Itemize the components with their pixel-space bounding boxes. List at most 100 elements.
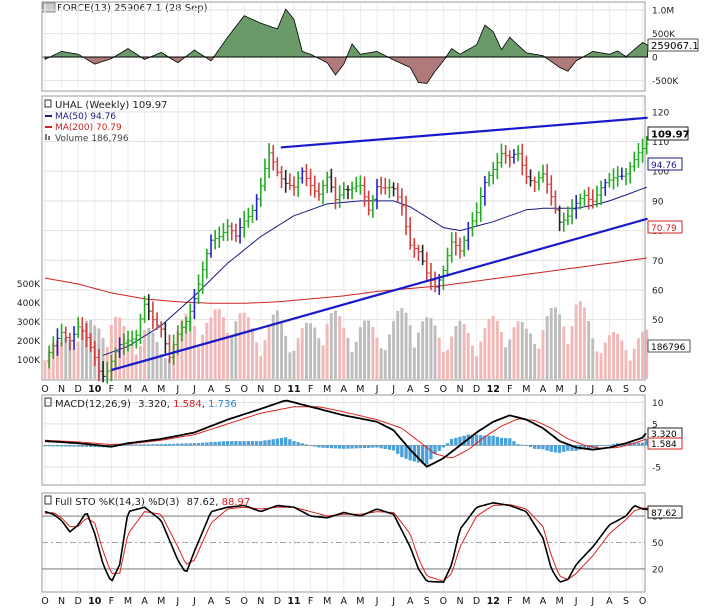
volume-tick: 100K	[17, 356, 41, 366]
volume-bar	[255, 342, 259, 379]
macd-histogram-bar	[487, 435, 491, 446]
macd-histogram-bar	[230, 441, 234, 446]
sto-value-label: 87.62	[651, 509, 677, 519]
x-tick-label: S	[225, 596, 231, 607]
volume-bar	[529, 333, 532, 379]
volume-bar	[591, 338, 595, 379]
macd-legend-sep-2: ,	[202, 399, 208, 410]
volume-legend-icon-2	[48, 136, 50, 140]
macd-histogram-bar	[192, 443, 196, 446]
macd-histogram-bar	[425, 445, 429, 465]
macd-histogram-bar	[201, 442, 205, 446]
volume-bar	[201, 334, 205, 379]
x-tick-label: J	[590, 384, 594, 395]
macd-histogram-bar	[379, 445, 383, 449]
ma50-value-box	[647, 157, 683, 171]
volume-bar	[176, 331, 180, 379]
force-value-label: 259067.1	[651, 41, 699, 52]
macd-histogram-bar	[421, 445, 425, 464]
macd-histogram-bar	[325, 445, 329, 448]
volume-bar	[226, 332, 229, 379]
x-tick-label: M	[157, 596, 165, 607]
x-tick-label: D	[75, 596, 82, 607]
volume-bar	[645, 329, 649, 379]
macd-histogram-bar	[632, 442, 636, 446]
macd-histogram-bar	[408, 445, 412, 461]
x-tick-label: 12	[487, 384, 500, 395]
macd-histogram-bar	[607, 444, 611, 446]
macd-histogram-bar	[142, 444, 147, 446]
macd-histogram-bar	[308, 445, 313, 446]
volume-bar	[433, 325, 437, 379]
volume-bar	[334, 310, 337, 379]
macd-histogram-bar	[176, 443, 180, 446]
macd-histogram-bar	[462, 435, 466, 446]
volume-bar	[68, 339, 72, 379]
x-tick-label: 10	[88, 384, 102, 395]
macd-histogram-bar	[225, 441, 230, 446]
macd-histogram-bar	[520, 444, 524, 446]
macd-histogram-bar	[188, 443, 192, 446]
volume-bar	[101, 338, 105, 379]
volume-bar	[408, 325, 412, 379]
macd-histogram-bar	[255, 441, 259, 446]
volume-bar	[350, 351, 354, 379]
x-tick-label: F	[308, 384, 313, 395]
x-tick-label: N	[257, 384, 264, 395]
x-tick-label: A	[606, 596, 613, 607]
x-tick-label: A	[341, 384, 348, 395]
macd-histogram-bar	[470, 434, 475, 446]
x-tick-label: N	[456, 384, 463, 395]
volume-bar	[259, 356, 263, 379]
x-tick-label: M	[124, 384, 132, 395]
x-tick-label: J	[192, 596, 196, 607]
x-tick-label: O	[440, 384, 447, 395]
volume-bar	[612, 332, 615, 379]
macd-histogram-bar	[557, 445, 562, 453]
volume-bar	[483, 328, 487, 379]
volume-legend-icon	[45, 134, 47, 140]
volume-bar	[620, 340, 624, 379]
macd-histogram-bar	[375, 445, 379, 448]
macd-histogram-bar	[167, 443, 172, 446]
volume-bar	[637, 338, 640, 379]
volume-bar	[429, 318, 433, 379]
macd-histogram-bar	[474, 434, 479, 446]
macd-histogram-bar	[317, 445, 321, 448]
ma200-value-box	[647, 220, 683, 234]
volume-bar	[541, 330, 545, 379]
x-tick-label: D	[473, 596, 480, 607]
macd-value-label-1: 3.320	[651, 430, 677, 440]
force-handle-icon[interactable]	[42, 2, 56, 13]
volume-bar	[263, 340, 267, 379]
macd-histogram-bar	[429, 445, 433, 460]
sto-legend-sep: ,	[215, 497, 221, 508]
price-x-axis: O N D 10 F M A M J J A S O N D 11 F M A M J J A S O N D 12 F M A M J J A S O	[41, 384, 646, 395]
x-tick-label: M	[522, 596, 530, 607]
macd-histogram-bar	[250, 441, 255, 446]
macd-histogram-bar	[296, 442, 300, 446]
volume-bar	[462, 324, 466, 379]
macd-histogram-bar	[528, 445, 533, 448]
macd-histogram-bar	[271, 439, 275, 446]
macd-histogram-bar	[72, 445, 76, 447]
trendline	[111, 217, 648, 372]
volume-bar	[446, 350, 449, 379]
volume-bar	[533, 344, 537, 379]
volume-bar	[205, 322, 209, 379]
macd-histogram-bar	[582, 445, 587, 449]
macd-histogram-bar	[553, 445, 558, 453]
x-tick-label: F	[109, 384, 114, 395]
macd-histogram-bar	[221, 441, 226, 446]
volume-bar	[607, 335, 611, 379]
macd-histogram-bar	[545, 445, 549, 451]
close-value-box	[647, 126, 689, 141]
volume-bar	[76, 341, 80, 379]
macd-histogram-bar	[80, 445, 84, 447]
macd-histogram-bar	[404, 445, 408, 459]
macd-histogram-bar	[51, 445, 55, 447]
volume-bar	[587, 321, 591, 379]
macd-histogram-bar	[367, 445, 371, 448]
x-tick-label: M	[124, 596, 132, 607]
x-tick-label: J	[175, 384, 179, 395]
